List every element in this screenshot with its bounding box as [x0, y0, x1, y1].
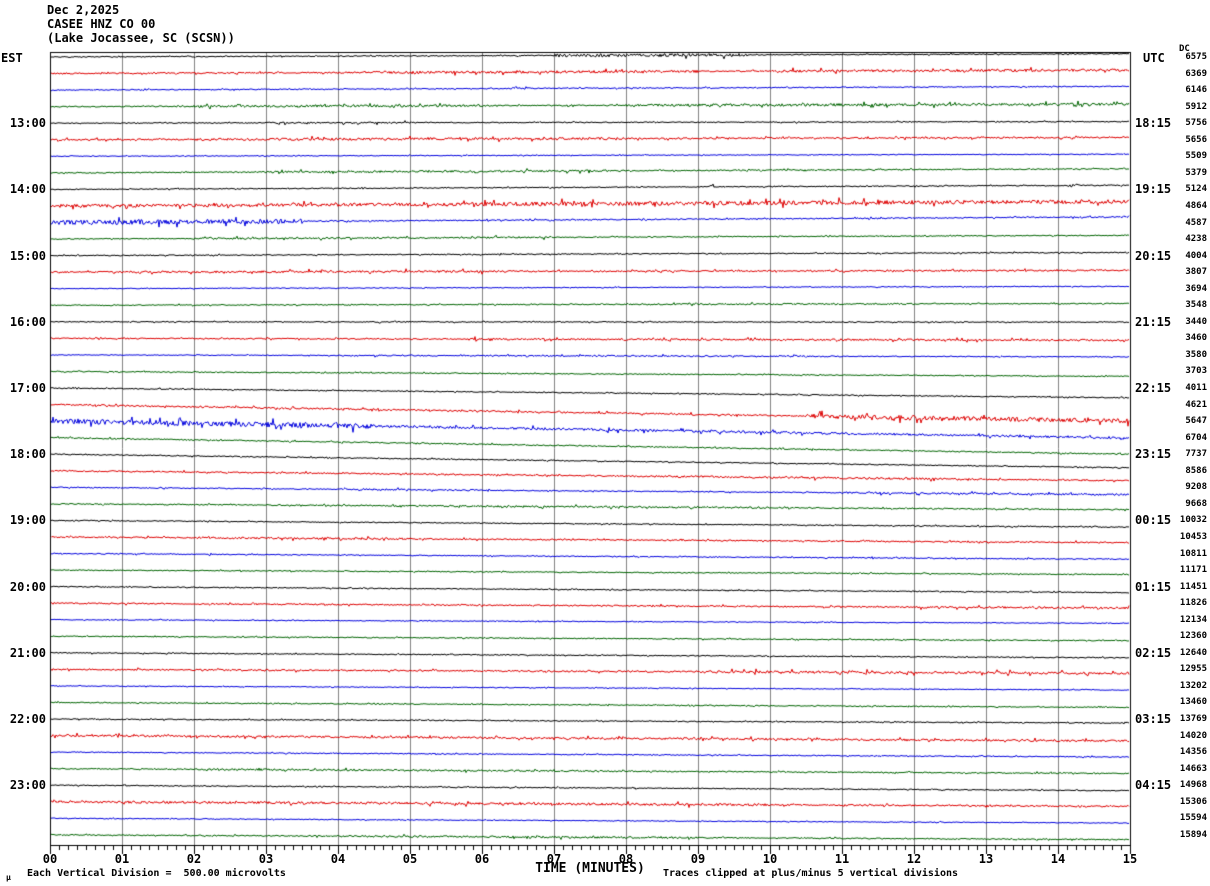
- dc-value: 5656: [1185, 134, 1207, 145]
- dc-value: 14968: [1179, 780, 1207, 791]
- x-tick-label: 00: [42, 852, 58, 866]
- est-hour-label: 15:00: [9, 248, 46, 263]
- dc-value: 4587: [1185, 217, 1207, 228]
- dc-value: 10811: [1179, 548, 1207, 559]
- dc-value: 3580: [1185, 349, 1207, 360]
- est-hour-label: 19:00: [9, 513, 46, 528]
- est-hour-label: 21:00: [9, 645, 46, 660]
- dc-value: 14020: [1179, 730, 1207, 741]
- right-timezone-label: UTC: [1143, 51, 1165, 65]
- utc-hour-label: 18:15: [1135, 116, 1172, 131]
- dc-value: 7737: [1185, 449, 1207, 460]
- dc-value: 12955: [1179, 664, 1207, 675]
- dc-value: 6704: [1185, 432, 1207, 443]
- dc-value: 3440: [1185, 316, 1207, 327]
- utc-hour-label: 00:15: [1135, 513, 1172, 528]
- x-tick-label: 13: [978, 852, 994, 866]
- x-tick-label: 05: [402, 852, 418, 866]
- x-tick-label: 14: [1050, 852, 1066, 866]
- microvolt-mu-glyph: µ: [6, 873, 11, 882]
- dc-value: 13769: [1179, 714, 1207, 724]
- est-hour-label: 22:00: [9, 712, 46, 726]
- utc-hour-label: 03:15: [1135, 712, 1172, 726]
- dc-value: 6575: [1185, 52, 1207, 62]
- x-axis-title: TIME (MINUTES): [535, 861, 645, 876]
- utc-hour-label: 22:15: [1135, 381, 1172, 395]
- utc-hour-label: 21:15: [1135, 314, 1172, 329]
- dc-value: 15306: [1179, 796, 1207, 807]
- utc-hour-label: 19:15: [1135, 182, 1172, 197]
- dc-value: 3703: [1185, 366, 1207, 377]
- utc-hour-label: 23:15: [1135, 447, 1172, 462]
- dc-value: 3694: [1185, 283, 1207, 294]
- dc-value: 3460: [1185, 333, 1207, 344]
- dc-value: 13460: [1179, 697, 1207, 708]
- utc-hour-label: 01:15: [1135, 579, 1172, 594]
- dc-value: 14356: [1179, 747, 1207, 758]
- dc-value: 15894: [1179, 829, 1207, 840]
- x-tick-label: 11: [834, 852, 850, 866]
- dc-value: 5124: [1185, 184, 1207, 195]
- dc-value: 14663: [1179, 763, 1207, 774]
- dc-value: 12360: [1179, 631, 1207, 642]
- dc-value: 4621: [1185, 399, 1207, 410]
- x-tick-label: 02: [186, 852, 202, 866]
- dc-value: 3548: [1185, 300, 1207, 311]
- dc-value: 11171: [1179, 565, 1207, 576]
- x-tick-label: 06: [474, 852, 490, 866]
- clip-note: Traces clipped at plus/minus 5 vertical …: [663, 868, 959, 879]
- x-tick-label: 04: [330, 852, 346, 866]
- dc-value: 12134: [1179, 614, 1207, 625]
- dc-value: 11826: [1179, 598, 1207, 609]
- dc-value: 11451: [1179, 581, 1207, 592]
- dc-value: 9208: [1185, 482, 1207, 493]
- dc-value: 12640: [1179, 647, 1207, 658]
- plot-station-code: CASEE HNZ CO 00: [47, 17, 156, 31]
- utc-hour-label: 02:15: [1135, 645, 1172, 660]
- est-hour-label: 17:00: [9, 381, 46, 395]
- utc-hour-label: 20:15: [1135, 248, 1172, 263]
- vertical-scale-note: Each Vertical Division = 500.00 microvol…: [27, 868, 286, 879]
- dc-value: 5912: [1185, 101, 1207, 112]
- dc-value: 9668: [1185, 498, 1207, 509]
- est-hour-label: 14:00: [9, 182, 46, 197]
- utc-hour-label: 04:15: [1135, 778, 1172, 793]
- dc-value: 4864: [1185, 200, 1207, 211]
- est-hour-label: 18:00: [9, 447, 46, 462]
- dc-value: 5647: [1185, 416, 1207, 427]
- x-tick-label: 01: [114, 852, 130, 866]
- x-tick-label: 09: [690, 852, 706, 866]
- dc-value: 5509: [1185, 151, 1207, 162]
- x-tick-label: 07: [546, 852, 562, 866]
- est-hour-label: 20:00: [9, 579, 46, 594]
- x-tick-label: 10: [762, 852, 778, 866]
- dc-value: 15594: [1179, 813, 1207, 824]
- x-tick-label: 12: [906, 852, 922, 866]
- est-hour-label: 16:00: [9, 314, 46, 329]
- x-tick-label: 15: [1122, 852, 1138, 866]
- dc-value: 4004: [1185, 250, 1207, 261]
- dc-value: 13202: [1179, 680, 1207, 691]
- dc-column-header: DC: [1179, 44, 1190, 54]
- dc-value: 10453: [1179, 531, 1207, 542]
- dc-value: 6146: [1185, 85, 1207, 96]
- plot-date: Dec 2,2025: [47, 3, 120, 17]
- dc-value: 8586: [1185, 465, 1207, 476]
- dc-value: 6369: [1185, 68, 1207, 79]
- dc-value: 3807: [1185, 267, 1207, 278]
- dc-value: 5379: [1185, 167, 1207, 178]
- left-timezone-label: EST: [1, 51, 23, 65]
- x-tick-label: 03: [258, 852, 274, 866]
- est-hour-label: 13:00: [9, 116, 46, 131]
- x-tick-label: 08: [618, 852, 634, 866]
- dc-value: 4011: [1185, 383, 1207, 393]
- est-hour-label: 23:00: [9, 778, 46, 793]
- dc-value: 5756: [1185, 118, 1207, 129]
- plot-station-location: (Lake Jocassee, SC (SCSN)): [47, 31, 235, 45]
- dc-value: 4238: [1185, 234, 1207, 245]
- dc-value: 10032: [1179, 515, 1207, 526]
